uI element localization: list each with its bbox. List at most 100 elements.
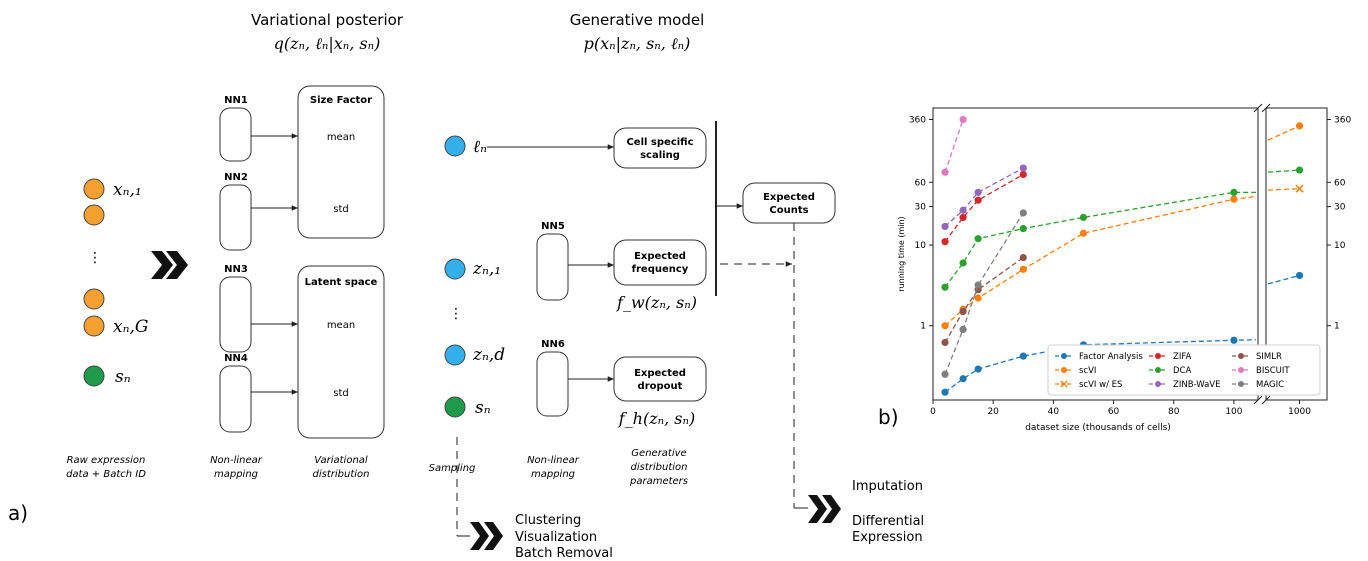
x-tick-label: 80 <box>1168 407 1180 417</box>
series-factor-analysis <box>941 271 1304 396</box>
caption-raw: Raw expression data + Batch ID <box>66 455 146 480</box>
sample-node-s <box>444 396 466 418</box>
expected-counts-line2: Counts <box>769 205 808 216</box>
legend-box <box>1047 344 1321 396</box>
caption-nonlinear-2: Non-linear mapping <box>527 455 580 480</box>
expected-frequency-line1: Expected <box>634 251 686 262</box>
y-tick-label-right: 30 <box>1334 203 1346 213</box>
data-point <box>1295 166 1304 174</box>
series-scvi <box>941 122 1304 330</box>
sample-label-s: sₙ <box>475 398 491 418</box>
legend-item: BISCUIT <box>1232 366 1290 376</box>
data-point <box>959 259 967 267</box>
series-line <box>944 191 1256 288</box>
data-point <box>959 375 967 383</box>
data-point <box>974 365 982 373</box>
caption-variational-line2: distribution <box>313 469 370 480</box>
expected-counts-box <box>742 182 836 224</box>
x-tick-label: 1000 <box>1288 407 1311 417</box>
break-gap-cover <box>1258 100 1266 410</box>
x-tick-label: 60 <box>1108 407 1120 417</box>
output-clustering: Clustering <box>515 513 581 528</box>
cell-scaling-line2: scaling <box>640 150 680 161</box>
legend-swatch-marker <box>1155 367 1161 373</box>
sample-ellipsis: ⋮ <box>449 306 463 322</box>
generative-title: Generative model <box>570 11 705 29</box>
y-tick-label-right: 60 <box>1334 178 1346 188</box>
nn1-box <box>219 107 252 162</box>
series-scvi-w-es <box>1267 184 1304 193</box>
legend-label: ZIFA <box>1173 352 1191 362</box>
data-point <box>1019 170 1027 179</box>
expected-frequency-line2: frequency <box>632 264 689 275</box>
y-tick-label-left: 30 <box>915 203 927 213</box>
data-point <box>974 196 982 204</box>
sample-node-zd <box>444 344 466 366</box>
y-tick-label-left: 360 <box>909 116 926 126</box>
legend-label: SIMLR <box>1256 352 1282 362</box>
nn5-label: NN5 <box>541 221 565 232</box>
nn2-label: NN2 <box>224 172 248 183</box>
caption-raw-line1: Raw expression <box>67 455 146 466</box>
expected-dropout-line1: Expected <box>634 368 686 379</box>
data-point <box>1019 209 1027 217</box>
break-mark-top <box>1253 103 1263 113</box>
series-magic <box>941 209 1027 378</box>
input-node-x1 <box>83 178 105 200</box>
data-point <box>1230 336 1238 344</box>
data-point <box>1295 184 1304 193</box>
series-simlr <box>941 253 1027 347</box>
legend-swatch-marker <box>1061 367 1067 373</box>
y-tick-label-left: 60 <box>915 178 927 188</box>
input-node-x2 <box>83 204 105 226</box>
output-imputation: Imputation <box>852 479 923 494</box>
x-tick-label: 0 <box>930 407 936 417</box>
nn1-label: NN1 <box>224 95 248 106</box>
legend-label: MAGIC <box>1256 380 1284 390</box>
series-line <box>944 173 1024 243</box>
data-point <box>941 388 949 396</box>
caption-generative-line2: distribution <box>631 462 688 473</box>
series-line <box>944 212 1024 375</box>
legend-swatch-marker <box>1060 380 1068 388</box>
size-factor-box <box>297 85 385 239</box>
legend-item: ZIFA <box>1149 352 1191 362</box>
sample-label-zd: zₙ,d <box>472 345 505 365</box>
break-mark-bottom <box>1253 395 1263 405</box>
caption-nonlinear-2-line1: Non-linear <box>527 455 580 466</box>
output-expression: Expression <box>852 530 923 545</box>
nn3-label: NN3 <box>224 264 248 275</box>
break-mark-top <box>1261 103 1271 113</box>
y-tick-label-left: 10 <box>915 241 927 251</box>
data-point <box>974 281 982 289</box>
output-visualization: Visualization <box>515 530 597 545</box>
series-line <box>944 167 1024 227</box>
series-line <box>944 257 1024 343</box>
x-tick-label: 100 <box>1225 407 1242 417</box>
legend-swatch-marker <box>1238 367 1244 373</box>
running-time-chart: 1 1 10 10 30 30 60 60 360 360 0 20 40 60 80 100 1000 da… <box>897 100 1351 433</box>
legend-item: MAGIC <box>1232 380 1284 390</box>
expected-dropout-box <box>613 356 707 402</box>
input-label-x1: xₙ,₁ <box>113 180 142 200</box>
series-line <box>944 195 1257 327</box>
series-biscuit <box>941 115 967 176</box>
input-node-xg <box>83 315 105 337</box>
cell-scaling-box <box>613 127 707 169</box>
chevron-right-icon <box>808 495 841 523</box>
caption-nonlinear-1-line2: mapping <box>214 469 258 480</box>
x-tick-label: 40 <box>1048 407 1060 417</box>
size-factor-std: std <box>333 204 348 215</box>
legend-label: BISCUIT <box>1256 366 1290 376</box>
data-point <box>941 338 949 347</box>
data-point <box>941 238 949 246</box>
series-zinb-wave <box>941 164 1027 231</box>
series-zifa <box>941 170 1027 246</box>
data-point <box>941 370 949 378</box>
caption-generative-line3: parameters <box>629 476 688 487</box>
expected-counts-line1: Expected <box>763 192 815 203</box>
panel-a-label: a) <box>8 501 28 525</box>
fh-function: f_h(zₙ, sₙ) <box>618 409 696 428</box>
legend-label: ZINB-WaVE <box>1173 380 1221 390</box>
fw-function: f_w(zₙ, sₙ) <box>616 293 697 312</box>
